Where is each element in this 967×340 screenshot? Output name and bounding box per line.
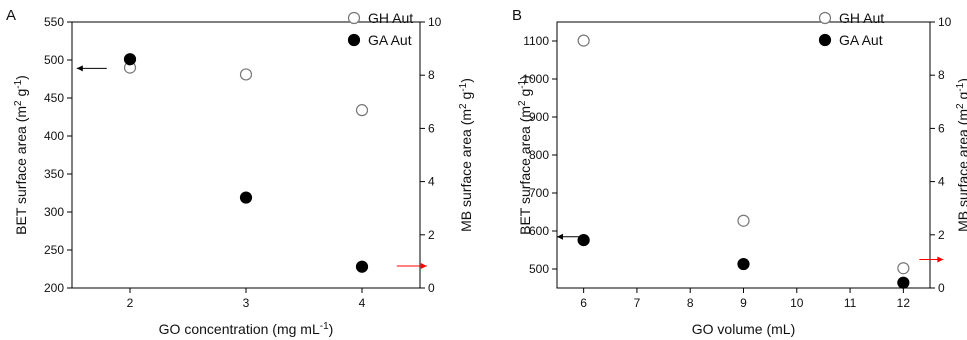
ga-aut-point <box>355 260 369 273</box>
panel-label: A <box>6 7 16 24</box>
label-part: ) <box>13 75 29 80</box>
y-right-tick-label: 4 <box>938 175 945 189</box>
y-right-tick-label: 0 <box>938 281 945 295</box>
x-axis-label: GO concentration (mg mL-1) <box>159 321 334 337</box>
y-right-tick-label: 4 <box>428 175 435 189</box>
y-right-tick-label: 8 <box>938 68 945 82</box>
gh-aut-point <box>897 262 910 275</box>
gh-aut-point <box>355 104 369 117</box>
y-right-tick-label: 6 <box>938 121 945 135</box>
label-part: ) <box>517 75 533 80</box>
y-left-tick-label: 700 <box>529 186 549 200</box>
label-part: -1 <box>955 82 966 91</box>
label-part: g <box>517 89 533 101</box>
ga-aut-point <box>897 276 910 289</box>
ga-aut-point <box>737 257 750 271</box>
y-left-axis-label: BET surface area (m2 g-1) <box>13 75 29 235</box>
y-right-axis-label: MB surface area (m2 g-1) <box>955 78 967 232</box>
label-part: -1 <box>320 321 329 332</box>
ga-aut-point <box>239 191 253 204</box>
y-left-axis-label: BET surface area (m2 g-1) <box>517 75 533 235</box>
gh-aut-point <box>577 34 590 47</box>
x-tick-label: 12 <box>897 296 911 310</box>
axis-arrow-head <box>556 233 563 240</box>
x-tick-label: 8 <box>687 296 694 310</box>
x-tick-label: 7 <box>634 296 641 310</box>
label-part: g <box>458 92 474 104</box>
y-left-tick-label: 800 <box>529 148 549 162</box>
plot-frame <box>71 21 421 289</box>
gh-aut-point <box>239 68 253 81</box>
label-part: ) <box>955 78 967 83</box>
x-tick-label: 3 <box>243 296 250 310</box>
axis-arrow-head <box>937 256 944 263</box>
y-right-tick-label: 0 <box>428 281 435 295</box>
y-left-tick-label: 900 <box>529 110 549 124</box>
x-tick-label: 10 <box>790 296 804 310</box>
y-right-tick-label: 10 <box>428 15 442 29</box>
y-left-tick-label: 300 <box>44 205 64 219</box>
x-tick-label: 11 <box>844 296 857 310</box>
legend-label: GH Aut <box>368 10 413 26</box>
panel-label: B <box>512 7 522 24</box>
y-right-tick-label: 6 <box>428 121 435 135</box>
legend-marker <box>347 33 361 47</box>
axis-arrow-head <box>420 262 427 269</box>
ga-aut-point <box>123 53 137 66</box>
label-part: ) <box>458 78 474 83</box>
y-right-tick-label: 8 <box>428 68 435 82</box>
label-part: 2 <box>13 100 24 106</box>
label-part: GO concentration (mg mL <box>159 321 320 337</box>
label-part: -1 <box>458 82 469 91</box>
label-part: MB surface area (m <box>458 109 474 232</box>
x-tick-label: 9 <box>740 296 747 310</box>
x-tick-label: 2 <box>127 296 134 310</box>
y-left-tick-label: 550 <box>44 15 64 29</box>
x-tick-label: 4 <box>359 296 366 310</box>
plot-frame <box>556 21 931 289</box>
y-left-tick-label: 500 <box>44 53 64 67</box>
y-left-tick-label: 200 <box>44 281 64 295</box>
y-left-tick-label: 600 <box>529 224 549 238</box>
label-part: -1 <box>517 79 528 88</box>
legend-marker <box>818 11 832 25</box>
label-part: -1 <box>13 79 24 88</box>
y-left-tick-label: 450 <box>44 91 64 105</box>
y-right-tick-label: 10 <box>938 15 952 29</box>
label-part: g <box>13 89 29 101</box>
label-part: g <box>955 92 967 104</box>
gh-aut-point <box>737 214 750 227</box>
y-right-tick-label: 2 <box>428 228 435 242</box>
label-part: MB surface area (m <box>955 109 967 232</box>
label-part: 2 <box>955 103 966 109</box>
y-left-tick-label: 250 <box>44 243 64 257</box>
chart-panel-a: A 2 3 4 200 250 300 350 400 450 500 550 0 2 4 6 8 10 GO co… <box>6 7 474 337</box>
label-part: 2 <box>517 100 528 106</box>
y-left-tick-label: 1000 <box>522 72 549 86</box>
y-left-tick-label: 1100 <box>523 34 549 48</box>
y-left-tick-label: 400 <box>44 129 64 143</box>
legend-marker <box>818 33 832 47</box>
label-part: ) <box>329 321 334 337</box>
y-left-tick-label: 350 <box>44 167 64 181</box>
y-left-tick-label: 500 <box>529 262 549 276</box>
y-right-axis-label: MB surface area (m2 g-1) <box>458 78 474 232</box>
label-part: BET surface area (m <box>13 106 29 235</box>
legend-label: GA Aut <box>368 32 412 48</box>
label-part: BET surface area (m <box>517 106 533 235</box>
chart-panel-b: B 6 7 8 9 10 11 12 500 600 700 800 900 1000 1100 0 2 4 6 8 1… <box>512 7 967 337</box>
legend-label: GA Aut <box>839 32 883 48</box>
label-part: GO volume (mL) <box>692 321 795 337</box>
legend-marker <box>347 11 361 25</box>
label-part: 2 <box>458 103 469 109</box>
ga-aut-point <box>577 234 590 247</box>
x-tick-label: 6 <box>580 296 587 310</box>
y-right-tick-label: 2 <box>938 228 945 242</box>
x-axis-label: GO volume (mL) <box>692 321 795 337</box>
legend-label: GH Aut <box>839 10 884 26</box>
axis-arrow-head <box>76 65 83 72</box>
